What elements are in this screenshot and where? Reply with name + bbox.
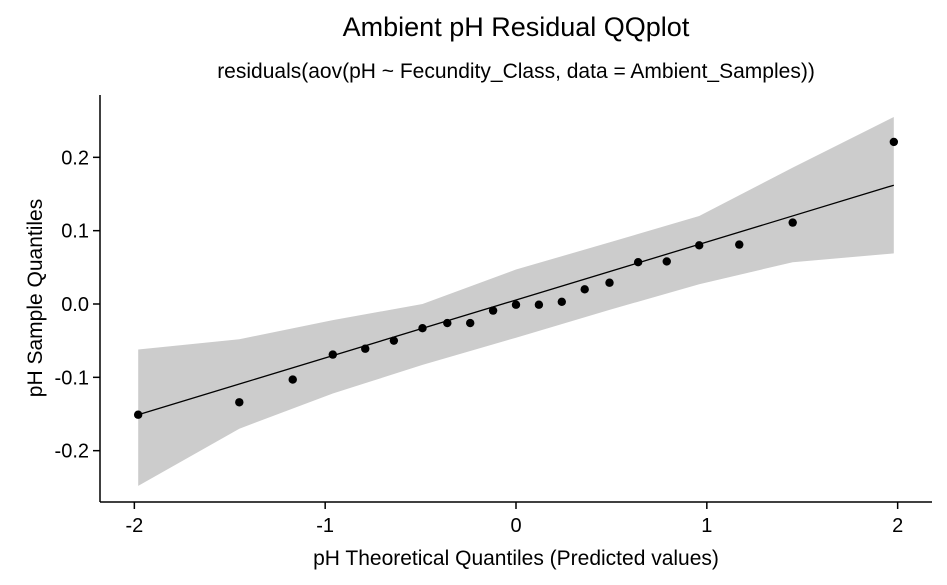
y-tick-label: 0.2 bbox=[61, 147, 89, 169]
chart-subtitle: residuals(aov(pH ~ Fecundity_Class, data… bbox=[217, 60, 815, 83]
reference-line bbox=[137, 184, 895, 416]
data-point bbox=[662, 257, 671, 266]
x-tick-label: -2 bbox=[125, 515, 143, 537]
x-axis-title: pH Theoretical Quantiles (Predicted valu… bbox=[313, 547, 719, 570]
data-point bbox=[511, 300, 521, 309]
x-tick-label: 2 bbox=[892, 515, 903, 537]
data-point bbox=[328, 350, 338, 359]
y-tick-label: -0.1 bbox=[55, 367, 89, 389]
data-point bbox=[389, 336, 399, 345]
x-ticks: -2 -1 0 1 2 bbox=[125, 502, 903, 537]
data-point bbox=[288, 375, 297, 384]
x-tick-label: -1 bbox=[316, 515, 334, 537]
x-tick-label: 1 bbox=[701, 515, 712, 537]
data-point bbox=[466, 318, 475, 328]
data-point bbox=[361, 344, 370, 353]
data-point bbox=[488, 306, 498, 315]
data-point bbox=[557, 297, 566, 306]
data-point bbox=[580, 285, 589, 294]
points-layer bbox=[133, 137, 899, 419]
data-point bbox=[788, 218, 797, 227]
y-tick-label: -0.2 bbox=[55, 441, 89, 463]
data-point bbox=[235, 398, 244, 407]
y-ticks: -0.2 -0.1 0.0 0.1 0.2 bbox=[55, 147, 100, 463]
chart-title: Ambient pH Residual QQplot bbox=[343, 12, 690, 42]
data-point bbox=[418, 324, 427, 333]
data-point bbox=[889, 137, 899, 147]
data-point bbox=[443, 318, 452, 328]
y-tick-label: 0.0 bbox=[61, 294, 89, 316]
data-point bbox=[605, 278, 614, 287]
data-point bbox=[694, 241, 704, 250]
data-point bbox=[735, 240, 744, 249]
data-point bbox=[633, 258, 643, 267]
reference-line-layer bbox=[137, 184, 895, 416]
data-point bbox=[133, 410, 143, 419]
y-tick-label: 0.1 bbox=[61, 221, 89, 243]
data-point bbox=[534, 300, 544, 309]
y-axis-title: pH Sample Quantiles bbox=[24, 199, 47, 397]
x-tick-label: 0 bbox=[510, 515, 521, 537]
